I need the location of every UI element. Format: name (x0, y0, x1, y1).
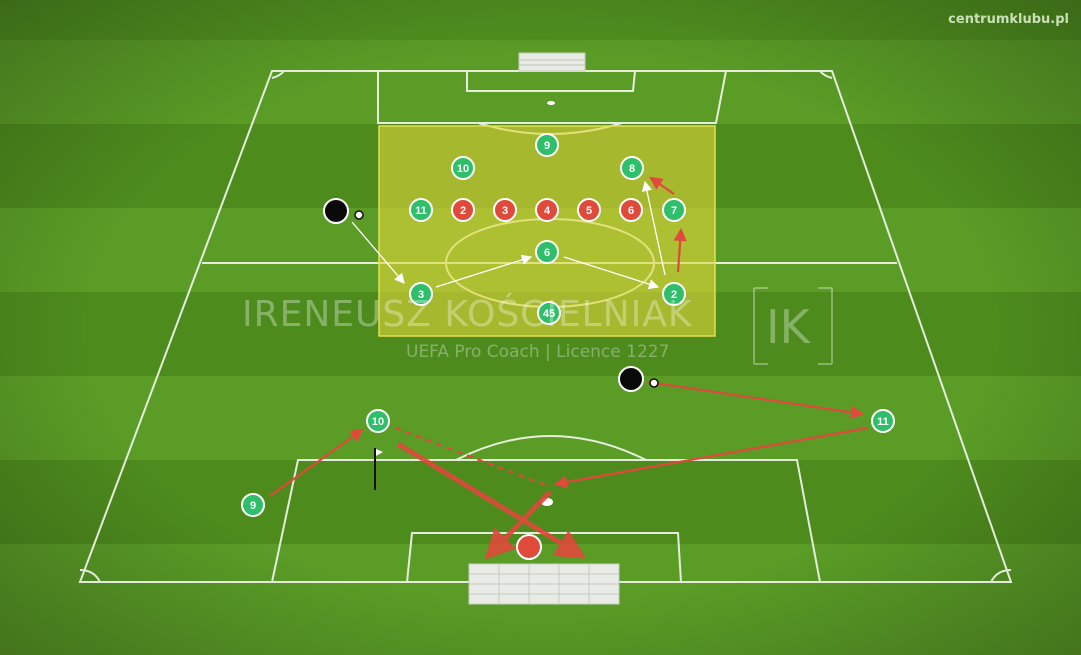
player-token (409, 282, 433, 306)
player-number: 8 (629, 163, 635, 175)
player-token (535, 133, 559, 157)
site-label[interactable]: centrumklubu.pl (948, 12, 1069, 27)
player-g9-top[interactable]: 9 (535, 133, 559, 157)
arrow-11-cross (553, 426, 869, 489)
player-g3[interactable]: 3 (409, 282, 433, 306)
player-g45[interactable]: 45 (537, 301, 561, 325)
player-token (662, 198, 686, 222)
corner-arc-tl (271, 70, 285, 79)
player-g2[interactable]: 2 (662, 282, 686, 306)
player-number: 9 (544, 140, 550, 152)
player-token (871, 409, 895, 433)
player-token (577, 198, 601, 222)
possession-zone (378, 125, 716, 337)
shot-arrows (396, 441, 587, 560)
player-number: 6 (628, 205, 634, 217)
player-g7[interactable]: 7 (662, 198, 686, 222)
player-g10-bot[interactable]: 10 (366, 409, 390, 433)
player-number: 11 (415, 205, 427, 217)
arrow-2-to-8 (641, 180, 666, 276)
player-number: 11 (877, 416, 889, 428)
arrow-10-to-goal (396, 441, 587, 559)
player-token (516, 534, 542, 560)
player-number: 10 (372, 416, 384, 428)
player-number: 2 (460, 205, 466, 217)
corner-arc-bl (79, 569, 101, 583)
corner-arc-br (990, 569, 1012, 583)
player-token (241, 493, 265, 517)
player-coach-bot[interactable] (618, 366, 659, 392)
player-token (618, 366, 644, 392)
watermark-subtitle: UEFA Pro Coach | Licence 1227 (406, 342, 670, 362)
player-token (493, 198, 517, 222)
player-number: 5 (586, 205, 592, 217)
player-coach-top[interactable] (323, 198, 364, 224)
ball-icon (354, 210, 364, 220)
player-g6[interactable]: 6 (535, 240, 559, 264)
bottom-goal-area (405, 532, 683, 583)
player-number: 2 (671, 289, 677, 301)
arrow-10-dashed (394, 426, 549, 488)
arrow-coach-to-3 (351, 221, 405, 284)
player-keeper[interactable] (516, 534, 542, 560)
player-token (620, 156, 644, 180)
player-token (537, 301, 561, 325)
top-goal (518, 52, 586, 72)
player-number: 45 (543, 308, 555, 320)
pass-arrows-white (351, 180, 666, 290)
player-g11-bot[interactable]: 11 (871, 409, 895, 433)
player-r6[interactable]: 6 (619, 198, 643, 222)
player-r5[interactable]: 5 (577, 198, 601, 222)
watermark-name: IRENEUSZ KOŚCIELNIAK (242, 294, 693, 335)
player-token (451, 156, 475, 180)
arrow-2-run-up (673, 227, 687, 273)
run-arrows-red (269, 176, 869, 497)
watermark-logo-letters: IK (766, 300, 810, 354)
player-number: 6 (544, 247, 550, 259)
player-r3[interactable]: 3 (493, 198, 517, 222)
player-g8[interactable]: 8 (620, 156, 644, 180)
player-number: 3 (502, 205, 508, 217)
arrow-coach-to-11 (647, 380, 865, 419)
player-token (619, 198, 643, 222)
corner-arc-tr (819, 70, 833, 79)
player-g11-top[interactable]: 11 (409, 198, 433, 222)
watermark-logo: IK (752, 286, 834, 366)
player-number: 10 (457, 163, 469, 175)
flag-icon (374, 448, 383, 490)
player-g9-bot[interactable]: 9 (241, 493, 265, 517)
arrow-shot-left (484, 490, 552, 560)
player-token (409, 198, 433, 222)
player-token (323, 198, 349, 224)
bottom-penalty-box (270, 459, 822, 583)
player-g10-top[interactable]: 10 (451, 156, 475, 180)
player-number: 7 (671, 205, 677, 217)
bottom-goal (468, 563, 620, 605)
player-token (366, 409, 390, 433)
player-number: 3 (418, 289, 424, 301)
player-token (535, 198, 559, 222)
ball-icon (649, 378, 659, 388)
arrow-3-to-6 (435, 254, 533, 288)
arrow-7-to-8 (649, 176, 675, 195)
player-token (451, 198, 475, 222)
player-token (535, 240, 559, 264)
arrow-6-to-2 (563, 256, 660, 290)
player-r4[interactable]: 4 (535, 198, 559, 222)
arrow-9-run (269, 428, 364, 497)
bottom-penalty-arc (455, 435, 647, 461)
player-token (662, 282, 686, 306)
player-r2[interactable]: 2 (451, 198, 475, 222)
top-penalty-spot (547, 101, 555, 105)
player-number: 4 (544, 205, 551, 217)
player-number: 9 (250, 500, 256, 512)
